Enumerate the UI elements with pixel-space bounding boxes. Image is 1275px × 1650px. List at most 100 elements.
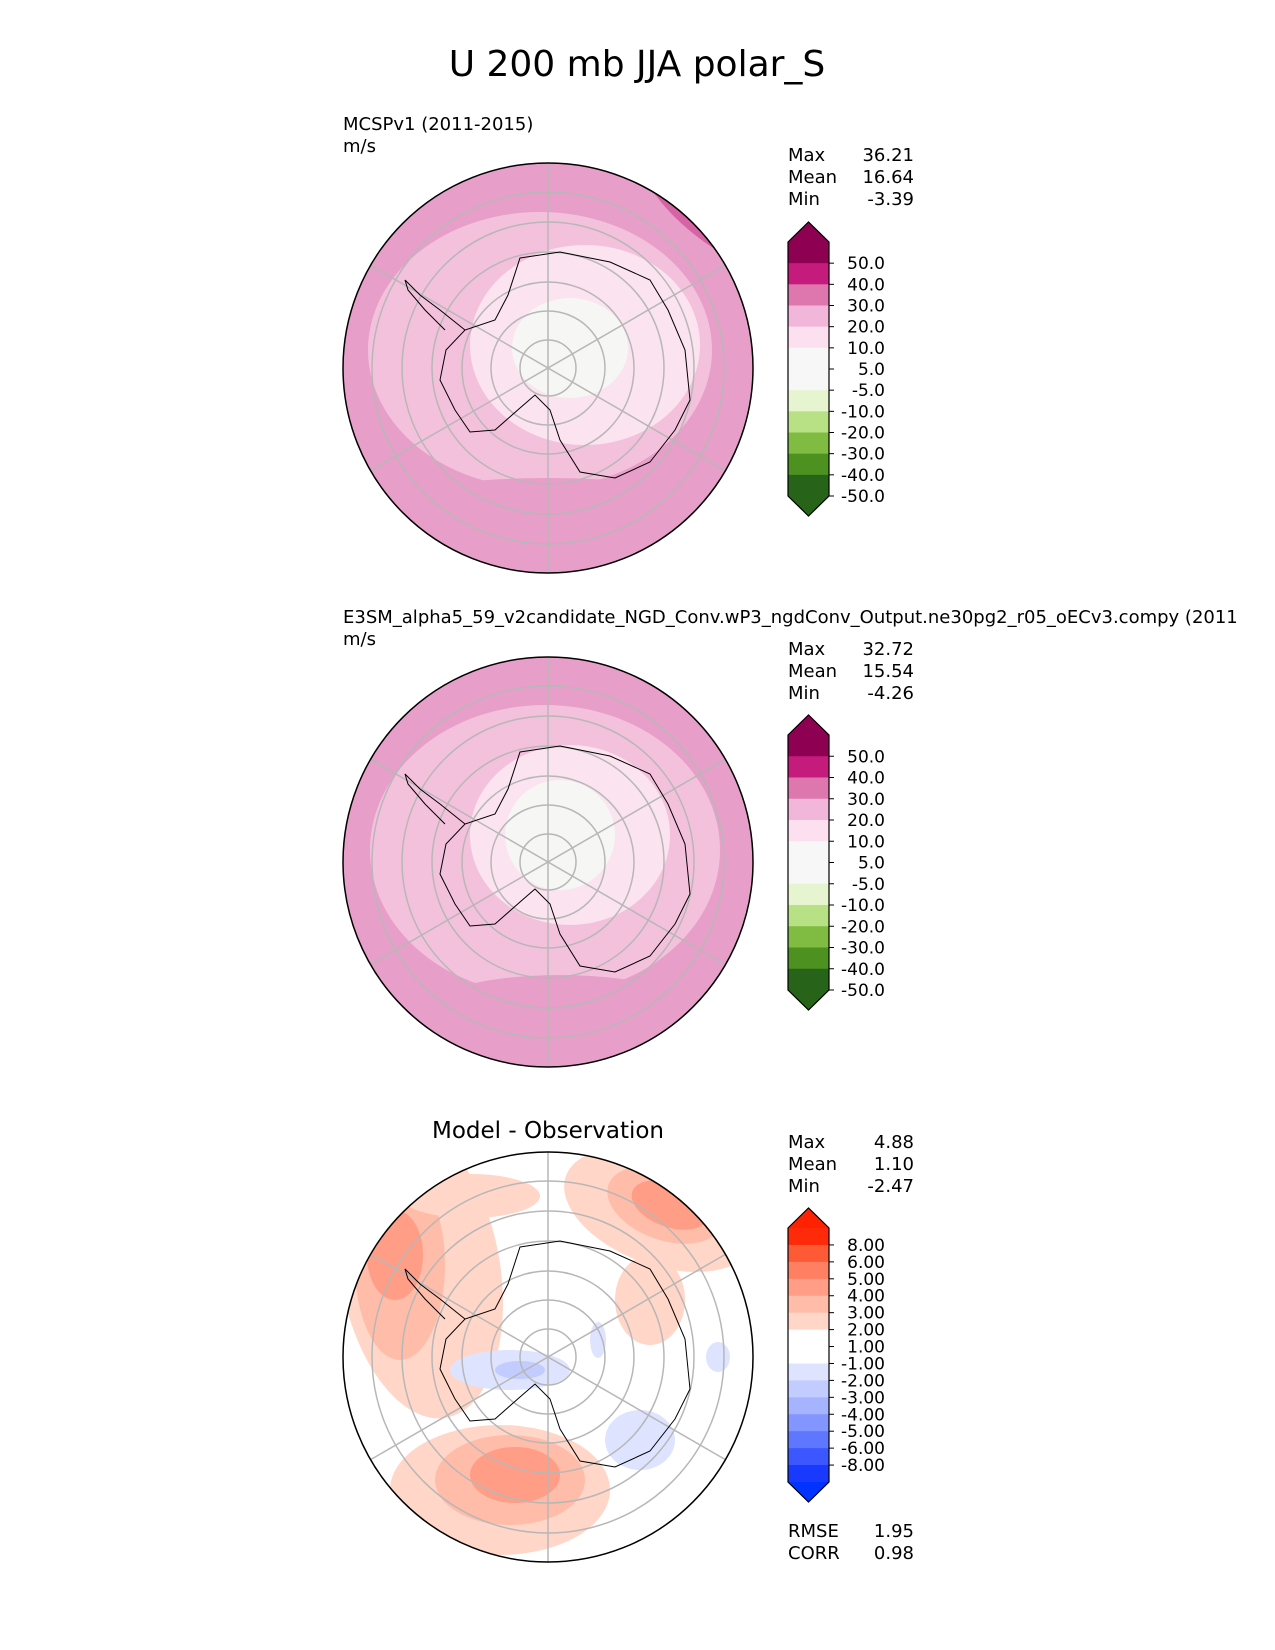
colorbar-extend-bottom (788, 990, 829, 1010)
colorbar-segment (788, 905, 829, 927)
stat-value: -2.47 (867, 1176, 914, 1197)
panel-2-antarctica-coastline (439, 745, 691, 973)
stat-value: 1.10 (874, 1154, 914, 1175)
panel-1-antarctica-coastline (439, 251, 691, 479)
colorbar-tick-label: 40.0 (847, 275, 885, 295)
colorbar-tick-label: 2.00 (847, 1321, 885, 1341)
stat-label: Max (788, 145, 826, 166)
colorbar-segment (788, 1312, 829, 1331)
panel-2: E3SM_alpha5_59_v2candidate_NGD_Conv.wP3_… (342, 607, 1238, 1068)
colorbar-outline (787, 1207, 830, 1503)
stat-label: Min (788, 189, 820, 210)
colorbar-segment (788, 926, 829, 948)
colorbar-tick-label: 5.00 (847, 1270, 885, 1290)
colorbar-tick-label: 30.0 (847, 297, 885, 317)
stat-value: 32.72 (862, 639, 914, 660)
colorbar-tick-label: -2.00 (841, 1371, 885, 1391)
panel-1-stats: Max 36.21 Mean 16.64 Min -3.39 (788, 145, 914, 210)
field-band-near-zero (512, 298, 628, 398)
colorbar-tick-label: 20.0 (847, 318, 885, 338)
colorbar-segment (788, 1295, 829, 1314)
colorbar-segment (788, 1448, 829, 1466)
panel-3-metrics: RMSE 1.95 CORR 0.98 (788, 1521, 914, 1564)
colorbar-segment (788, 841, 829, 863)
colorbar-tick-label: -20.0 (841, 424, 885, 444)
field-anom-pos-10 (470, 1447, 560, 1503)
stat-label: Max (788, 1132, 826, 1153)
panel-2-units: m/s (343, 629, 376, 650)
panel-3-grid (369, 1152, 727, 1562)
panel-3-map (343, 1152, 753, 1562)
panel-2-title: E3SM_alpha5_59_v2candidate_NGD_Conv.wP3_… (343, 607, 1238, 628)
stat-value: 36.21 (862, 145, 914, 166)
field-anom-neg-3 (605, 1410, 675, 1470)
panel-3-title: Model - Observation (432, 1118, 664, 1144)
colorbar-segment (788, 347, 829, 370)
colorbar-segment (788, 411, 829, 433)
panel-2-peninsula (404, 773, 466, 825)
panel-2-map (343, 657, 753, 1067)
stat-value: -3.39 (867, 189, 914, 210)
colorbar-segment (788, 453, 829, 476)
colorbar-segment (788, 263, 829, 285)
colorbar-tick-label: 1.00 (847, 1338, 885, 1358)
colorbar-tick-label: -5.0 (852, 875, 885, 895)
colorbar-tick-label: -50.0 (841, 487, 885, 507)
panel-1-grid (369, 163, 727, 573)
panel-1: MCSPv1 (2011-2015) m/s Max 36.21 Mean 16… (342, 114, 914, 574)
colorbar-tick-label: -3.00 (841, 1388, 885, 1408)
colorbar-tick-label: 6.00 (847, 1253, 885, 1273)
stat-value: 16.64 (862, 167, 914, 188)
panel-2-map-border (342, 656, 754, 1068)
colorbar-segment (788, 798, 829, 821)
colorbar-tick-label: -20.0 (841, 917, 885, 937)
panel-3-stats: Max 4.88 Mean 1.10 Min -2.47 (788, 1132, 914, 1197)
colorbar-segment (788, 284, 829, 306)
colorbar-tick-label: 4.00 (847, 1287, 885, 1307)
colorbar-tick-label: 20.0 (847, 811, 885, 831)
colorbar-segment (788, 305, 829, 328)
colorbar-segment (788, 432, 829, 455)
colorbar-tick-label: 40.0 (847, 769, 885, 789)
colorbar-segment (788, 735, 829, 757)
colorbar-segment (788, 1431, 829, 1449)
colorbar-extend-top (788, 1208, 829, 1228)
colorbar-tick-label: 50.0 (847, 747, 885, 767)
stat-label: Mean (788, 167, 837, 188)
stat-label: Min (788, 683, 820, 704)
colorbar-segment (788, 1380, 829, 1398)
field-band-20-30-south (410, 975, 710, 1065)
panel-1-map-border (342, 162, 754, 574)
stat-label: Max (788, 639, 826, 660)
colorbar-segment (788, 1228, 829, 1246)
colorbar-tick-label: -30.0 (841, 939, 885, 959)
colorbar-segment (788, 369, 829, 391)
colorbar-segment (788, 1414, 829, 1432)
colorbar-segment (788, 474, 829, 497)
stat-label: Mean (788, 1154, 837, 1175)
colorbar-segment (788, 883, 829, 906)
colorbar-tick-label: -40.0 (841, 960, 885, 980)
panel-3-peninsula (404, 1268, 466, 1320)
panel-1-colorbar: 50.040.030.020.010.05.0-5.0-10.0-20.0-30… (787, 221, 885, 517)
metric-label: CORR (788, 1543, 840, 1564)
panel-1-title: MCSPv1 (2011-2015) (343, 114, 533, 135)
colorbar-segment (788, 1278, 829, 1297)
colorbar-tick-label: -50.0 (841, 981, 885, 1001)
colorbar-segment (788, 390, 829, 412)
colorbar-tick-label: 3.00 (847, 1304, 885, 1324)
colorbar-segment (788, 862, 829, 885)
colorbar-tick-label: -8.00 (841, 1456, 885, 1476)
colorbar-tick-label: -4.00 (841, 1405, 885, 1425)
panel-3: Model - Observation (342, 1118, 914, 1564)
colorbar-tick-label: -40.0 (841, 466, 885, 486)
stat-label: Mean (788, 661, 837, 682)
colorbar-tick-label: 5.0 (858, 854, 885, 874)
panel-1-peninsula (404, 279, 466, 331)
colorbar-segment (788, 947, 829, 970)
colorbar-extend-bottom (788, 1482, 829, 1502)
colorbar-tick-label: 30.0 (847, 790, 885, 810)
stat-value: 4.88 (874, 1132, 914, 1153)
colorbar-segment (788, 820, 829, 842)
panel-2-grid (369, 657, 727, 1067)
